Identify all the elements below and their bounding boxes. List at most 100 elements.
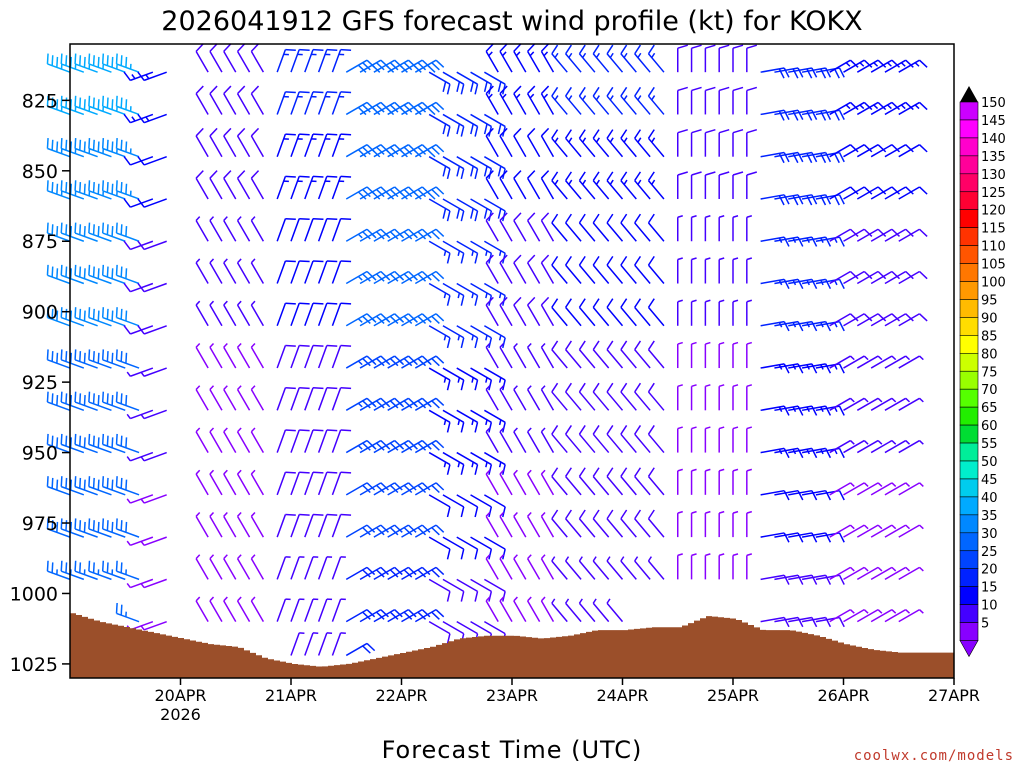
wind-barb (74, 95, 98, 116)
wind-barb (331, 556, 346, 580)
wind-barb (578, 44, 596, 73)
wind-barb (704, 299, 711, 326)
wind-barb (677, 215, 683, 242)
legend-label: 85 (981, 329, 998, 344)
wind-barb (359, 397, 389, 411)
wind-barb (470, 367, 493, 391)
wind-barb (499, 254, 513, 284)
wind-barb (373, 608, 403, 623)
wind-barb (718, 257, 725, 284)
wind-barb (414, 59, 445, 73)
wind-barb (209, 385, 223, 411)
wind-barb (46, 349, 71, 369)
wind-barb (115, 138, 140, 158)
wind-barb (304, 513, 324, 538)
wind-barb (401, 313, 431, 327)
wind-barb (898, 355, 924, 369)
wind-barb (526, 512, 541, 538)
wind-barb (442, 325, 465, 349)
wind-barb (677, 44, 688, 73)
wind-barb (276, 133, 296, 157)
wind-barb (483, 536, 506, 560)
wind-barb (373, 270, 403, 285)
wind-barb (540, 427, 555, 453)
wind-barb (634, 425, 651, 454)
wind-barb (195, 216, 209, 242)
wind-barb (704, 44, 716, 73)
wind-barb (884, 566, 911, 581)
wind-barb (856, 59, 887, 73)
wind-barb (606, 382, 624, 411)
wind-barb (843, 355, 869, 369)
wind-barb (304, 429, 324, 453)
wind-barb (856, 228, 887, 242)
wind-barb (74, 433, 98, 454)
wind-barb (414, 270, 445, 285)
wind-barb (276, 387, 296, 411)
wind-barb (592, 509, 610, 538)
wind-barb (606, 129, 624, 158)
wind-barb (428, 367, 451, 391)
x-tick-label: 20APR (154, 686, 206, 705)
wind-barb (732, 384, 739, 411)
wind-barb (592, 129, 610, 158)
wind-barb (276, 471, 296, 496)
wind-barb (526, 385, 541, 411)
wind-barb (88, 518, 112, 538)
wind-barb (223, 554, 237, 580)
wind-barb (442, 156, 465, 180)
legend-swatch (959, 352, 979, 372)
wind-barb (898, 144, 928, 158)
wind-barb (331, 133, 352, 157)
legend-label: 80 (981, 347, 998, 362)
wind-barb (250, 170, 265, 200)
wind-barb (760, 67, 790, 79)
wind-barb (690, 384, 697, 411)
wind-barb (223, 300, 237, 327)
wind-barb (870, 313, 901, 327)
wind-barb (606, 44, 624, 73)
wind-barb (526, 554, 541, 580)
wind-barb (304, 598, 319, 622)
wind-barb (843, 397, 869, 411)
wind-barb (551, 86, 568, 115)
wind-barb (718, 171, 730, 199)
wind-barb (746, 384, 753, 411)
wind-barb (88, 560, 112, 581)
wind-barb (718, 553, 725, 580)
wind-barb (592, 44, 610, 73)
legend-label: 65 (981, 401, 998, 416)
wind-barb (428, 198, 451, 222)
legend-label: 110 (981, 240, 1006, 255)
wind-barb (250, 85, 265, 115)
wind-barb (513, 512, 527, 538)
wind-barb (60, 391, 85, 412)
wind-barb (331, 632, 346, 656)
wind-barb (442, 198, 465, 222)
wind-barb (513, 385, 527, 411)
wind-barb (317, 260, 338, 284)
wind-barb (195, 385, 209, 411)
wind-barb (620, 382, 637, 411)
x-axis-label: Forecast Time (UTC) (382, 736, 643, 764)
wind-barb (359, 313, 389, 327)
wind-barb (74, 476, 98, 496)
wind-barb (442, 578, 465, 602)
wind-barb (513, 596, 527, 623)
wind-barb (551, 556, 568, 580)
wind-barb (551, 340, 568, 369)
wind-barb (647, 255, 665, 284)
wind-barb (223, 216, 237, 242)
x-tick-label: 21APR (265, 686, 317, 705)
wind-barb (209, 512, 223, 538)
wind-barb (513, 427, 527, 453)
wind-barb (829, 482, 855, 496)
wind-barb (428, 451, 451, 475)
credit-link[interactable]: coolwx.com/models (854, 748, 1014, 764)
wind-barb (718, 299, 725, 326)
wind-barb (483, 451, 506, 475)
wind-barb (290, 91, 310, 115)
y-tick-label: 875 (22, 231, 58, 253)
wind-barb (331, 513, 352, 538)
wind-barb (317, 632, 333, 656)
